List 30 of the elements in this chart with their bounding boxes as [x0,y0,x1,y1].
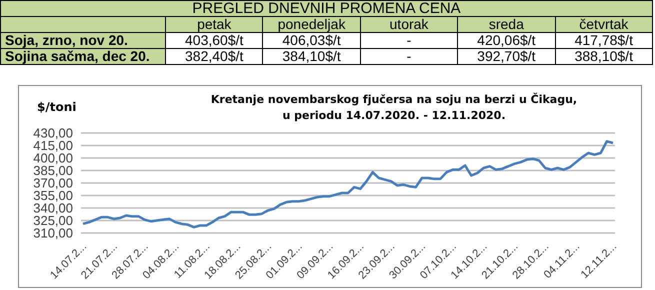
y-tick-label: 370,00 [33,176,73,191]
data-label: 392,70$/t [458,48,556,64]
y-tick-label: 400,00 [33,150,73,166]
data-label: - [360,48,458,64]
data-label: 384,10$/t [262,48,360,64]
data-label: 406,03$/t [262,32,360,48]
y-axis-title: $/toni [37,100,76,114]
category-label: utorak [360,16,458,32]
y-tick-label: 340,00 [33,200,73,216]
chart-title: Kretanje novembarskog fjučersa na soju na berzi u Čikagu, u periodu 14.07.2020. - 12.11.2020. [210,92,578,124]
y-tick-label: 430,00 [33,126,73,141]
series-label: Sojina sačma, dec 20. [0,48,166,64]
text: PREGLED DNEVNIH PROMENA CENA [0,0,652,17]
data-label: 388,10$/t [555,48,652,64]
y-tick-label: 325,00 [33,213,73,228]
data-label: 403,60$/t [166,32,263,48]
category-label: petak [166,16,263,32]
data-label: 417,78$/t [555,32,652,48]
data-label: 382,40$/t [166,48,263,64]
y-tick-label: 355,00 [33,188,73,204]
data-label: - [360,32,458,48]
category-label: sreda [458,16,556,32]
category-label: ponedeljak [262,16,360,32]
y-tick-label: 310,00 [33,226,73,241]
line-series [82,140,614,228]
category-label: četvrtak [555,16,652,32]
data-label: 420,06$/t [458,32,556,48]
y-tick-label: 415,00 [33,138,73,154]
text: Soja, zrno, nov 20. [0,32,166,48]
y-tick-label: 385,00 [33,163,73,178]
